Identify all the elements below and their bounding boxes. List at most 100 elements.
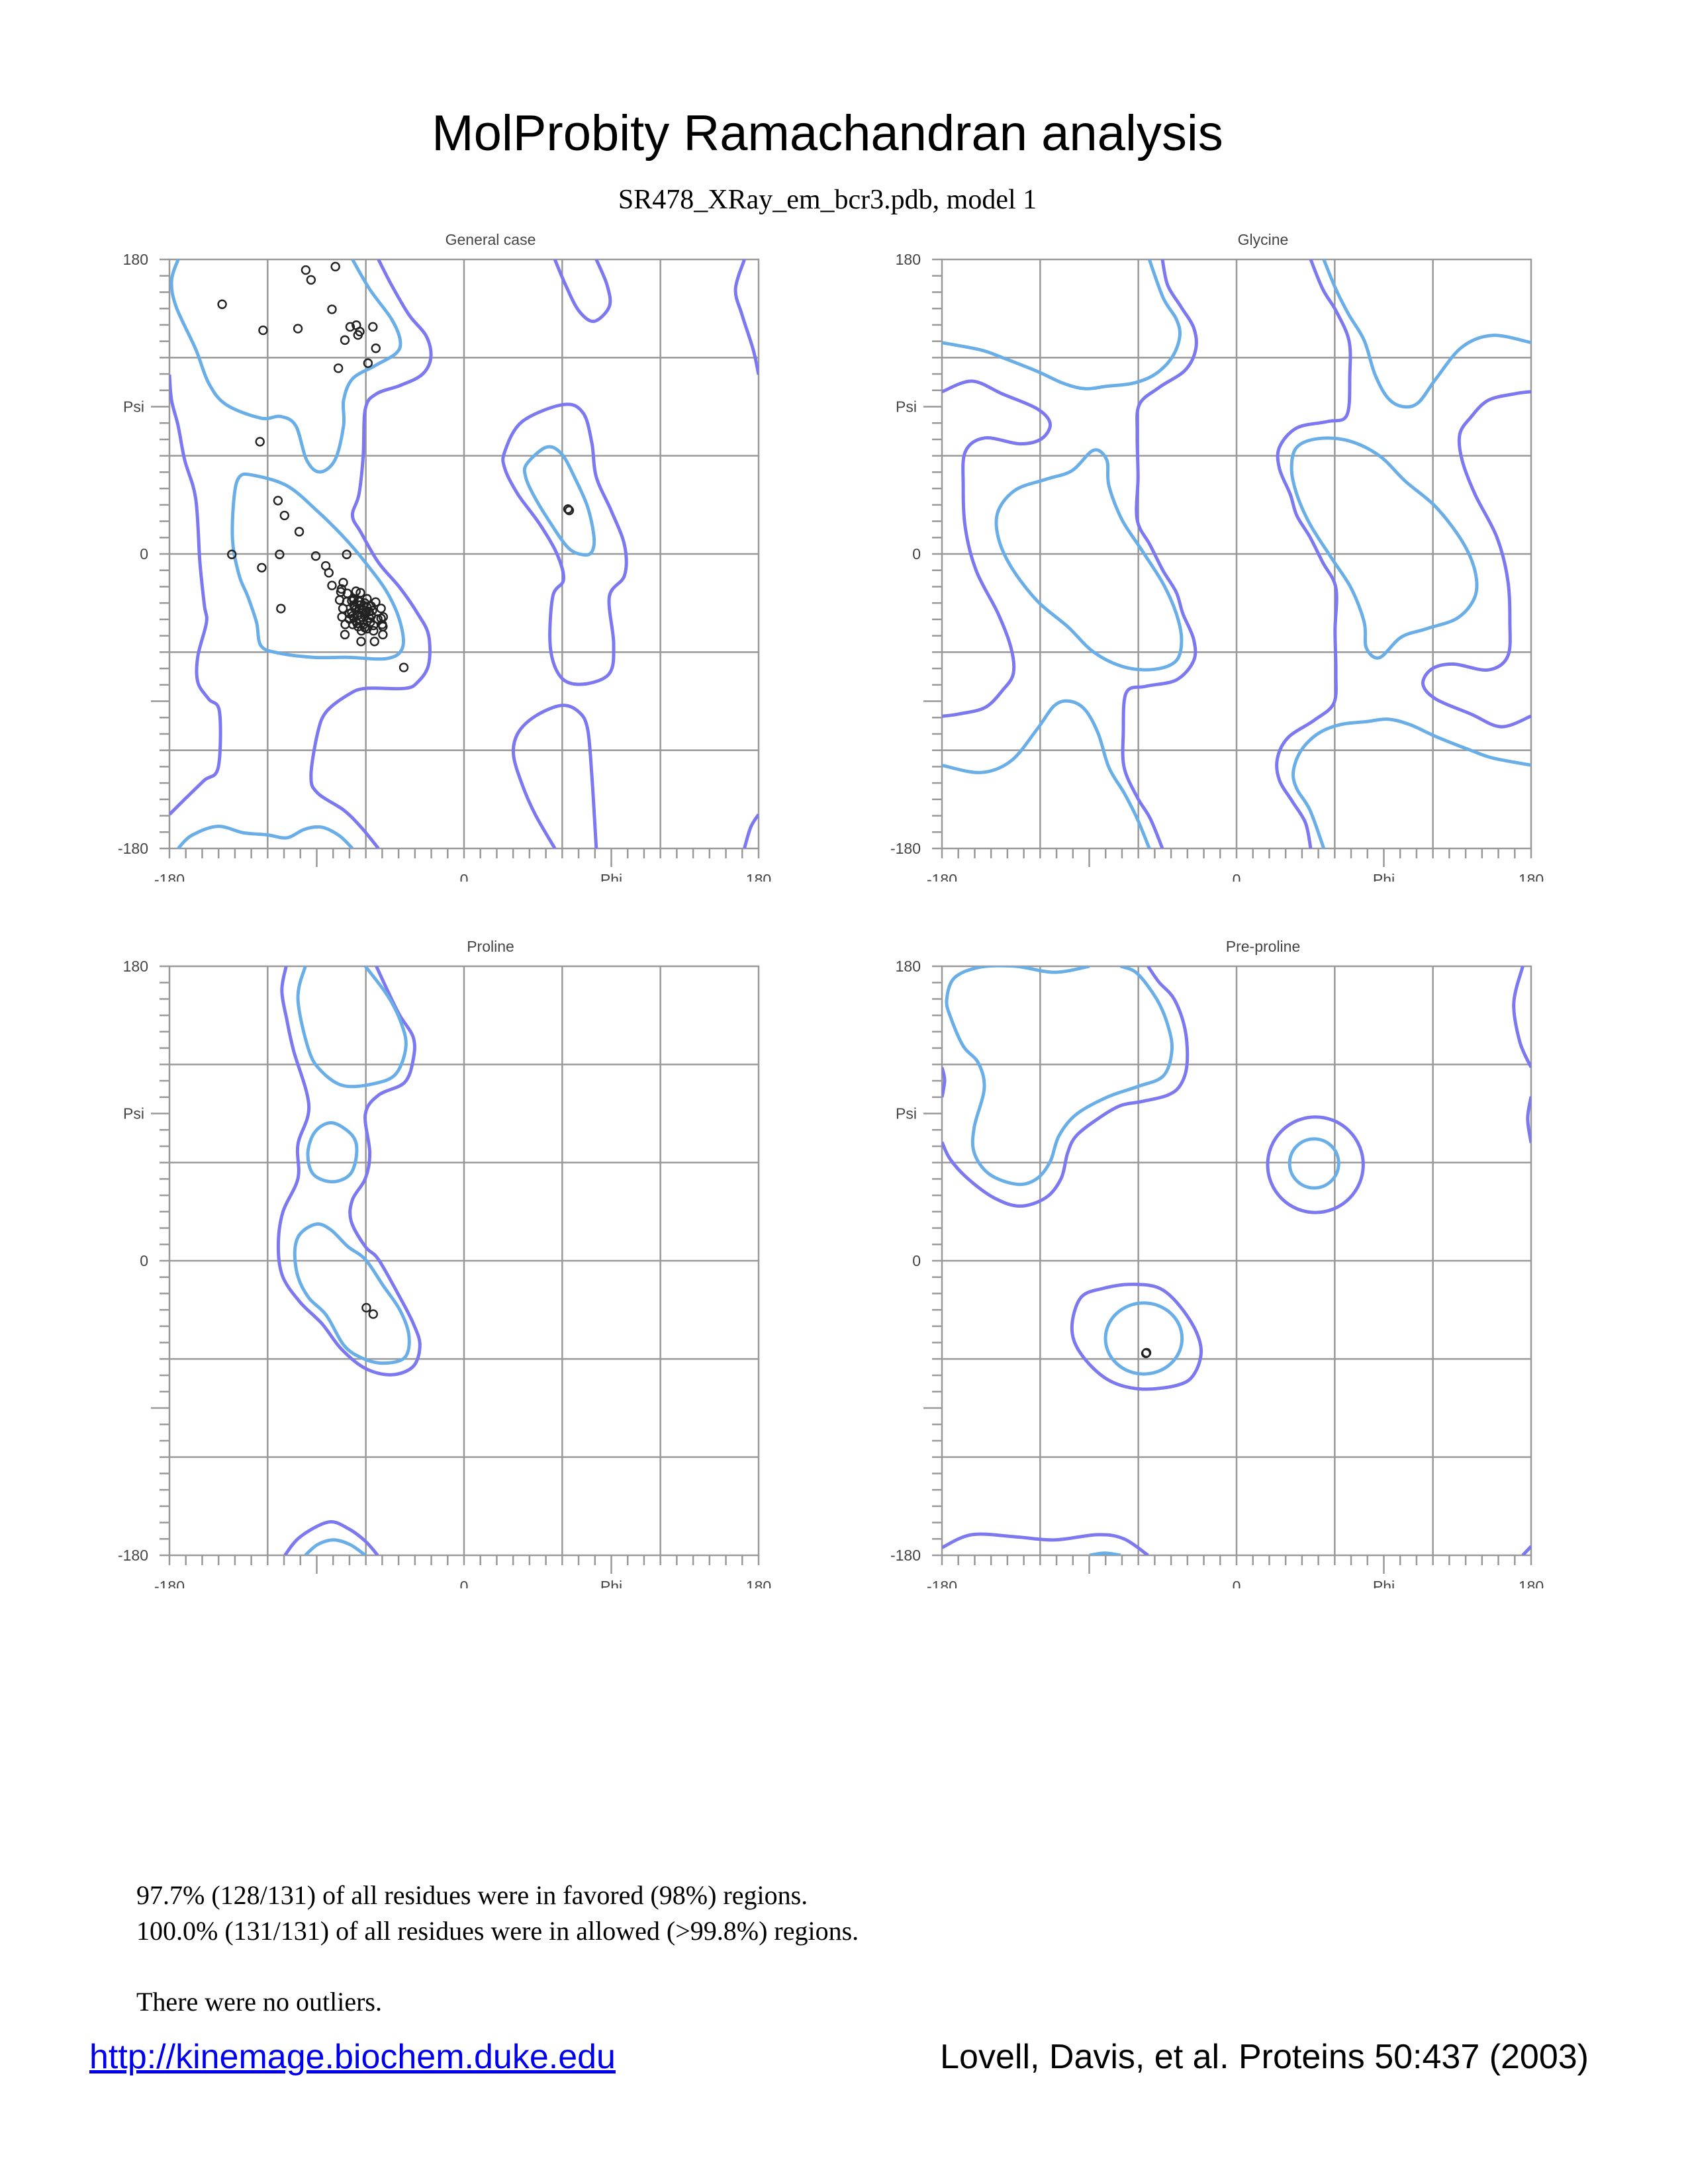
residue-point xyxy=(354,604,364,614)
allowed-contour xyxy=(942,1067,947,1098)
allowed-contour xyxy=(1512,966,1531,1068)
favored-contour xyxy=(1288,1137,1340,1190)
residue-point xyxy=(368,322,378,332)
residue-point xyxy=(353,330,363,340)
y-tick-label: 0 xyxy=(140,545,148,563)
residue-point xyxy=(301,265,311,275)
allowed-contour xyxy=(942,379,1052,718)
allowed-contour xyxy=(309,259,433,848)
x-tick-label: 180 xyxy=(746,871,771,882)
residue-point xyxy=(258,325,268,336)
residue-point xyxy=(324,568,334,578)
allowed-contour xyxy=(283,1520,379,1555)
residue-point xyxy=(276,604,286,614)
favored-contour xyxy=(1103,1301,1184,1376)
residue-point xyxy=(378,629,388,640)
x-tick-label: 0 xyxy=(1233,871,1241,882)
allowed-contour xyxy=(1070,1283,1203,1391)
residue-point xyxy=(342,549,352,559)
favored-contour xyxy=(1322,259,1531,409)
residue-point xyxy=(371,343,381,353)
favored-contour xyxy=(306,1121,359,1184)
favored-contour xyxy=(304,1538,367,1555)
kinemage-link[interactable]: http://kinemage.biochem.duke.edu xyxy=(89,2038,616,2076)
y-tick-label: -180 xyxy=(118,840,148,857)
y-tick-label: 0 xyxy=(140,1252,148,1269)
x-axis-label: Phi xyxy=(600,871,622,882)
contour-group xyxy=(276,966,422,1555)
plot-svg: Pre-proline -180 0 180 180 0 -180 Phi Psi xyxy=(890,938,1544,1588)
panel-title: General case xyxy=(445,231,536,248)
allowed-contour xyxy=(276,966,422,1377)
residue-point xyxy=(294,527,305,537)
residue-point xyxy=(273,496,283,506)
favored-contour xyxy=(177,825,354,848)
panel-title: Glycine xyxy=(1238,231,1289,248)
y-axis-label: Psi xyxy=(123,1105,144,1122)
residue-point xyxy=(306,275,316,285)
residue-point xyxy=(217,299,227,309)
residue-point xyxy=(368,1309,378,1319)
residue-point xyxy=(376,604,386,614)
favored-contour xyxy=(230,472,405,661)
y-tick-label: 180 xyxy=(123,251,148,268)
favored-contour xyxy=(942,259,1182,390)
plot-svg: General case -180 0 180 180 0 -180 Phi Psi xyxy=(118,231,771,882)
chart-glycine: Glycine -180 0 180 180 0 -180 Phi Psi xyxy=(869,213,1544,882)
favored-contour xyxy=(942,699,1151,848)
y-tick-label: -180 xyxy=(118,1547,148,1564)
y-tick-label: -180 xyxy=(890,1547,921,1564)
y-tick-label: 180 xyxy=(123,958,148,975)
favored-contour xyxy=(522,445,596,557)
panel-title: Pre-proline xyxy=(1226,938,1301,955)
residue-point xyxy=(340,629,350,640)
residue-point xyxy=(310,551,321,561)
x-tick-label: 0 xyxy=(460,1578,469,1588)
residue-point xyxy=(1141,1347,1152,1358)
contour-group xyxy=(942,966,1531,1555)
allowed-contour xyxy=(733,259,759,375)
favored-contour xyxy=(296,966,408,1089)
x-tick-label: 180 xyxy=(746,1578,771,1588)
residue-point xyxy=(340,335,350,345)
residue-point xyxy=(363,358,373,368)
x-tick-label: -180 xyxy=(927,871,957,882)
x-tick-label: 0 xyxy=(460,871,469,882)
residue-point xyxy=(369,637,379,647)
residue-point xyxy=(564,506,575,516)
allowed-contour xyxy=(743,813,759,848)
allowed-contour xyxy=(1421,390,1531,729)
stats-allowed: 100.0% (131/131) of all residues were in… xyxy=(136,1916,859,1946)
allowed-contour xyxy=(169,374,222,816)
stats-favored: 97.7% (128/131) of all residues were in … xyxy=(136,1880,808,1910)
y-tick-label: 0 xyxy=(912,1252,921,1269)
residue-point xyxy=(351,616,361,626)
allowed-contour xyxy=(1266,1115,1365,1214)
residue-point xyxy=(345,322,355,332)
y-tick-label: 180 xyxy=(896,958,921,975)
allowed-contour xyxy=(1121,259,1198,848)
residue-point xyxy=(399,662,409,672)
y-tick-label: 180 xyxy=(896,251,921,268)
allowed-contour xyxy=(942,966,1190,1208)
x-tick-label: -180 xyxy=(154,1578,185,1588)
residue-point xyxy=(333,363,344,373)
allowed-contour xyxy=(1275,259,1352,848)
x-tick-label: -180 xyxy=(927,1578,957,1588)
panel-title: Proline xyxy=(467,938,514,955)
residue-point xyxy=(337,612,347,622)
x-tick-label: -180 xyxy=(154,871,185,882)
allowed-contour xyxy=(942,1532,1149,1555)
x-tick-label: 180 xyxy=(1519,1578,1544,1588)
residue-point xyxy=(226,549,237,559)
contour-group xyxy=(169,259,759,848)
stats-outliers: There were no outliers. xyxy=(136,1987,382,2017)
x-axis-label: Phi xyxy=(1373,871,1395,882)
chart-proline: Proline -180 0 180 180 0 -180 Phi Psi xyxy=(97,920,772,1588)
residue-point xyxy=(361,1302,371,1313)
favored-contour xyxy=(994,448,1184,672)
x-tick-label: 0 xyxy=(1233,1578,1241,1588)
allowed-contour xyxy=(511,704,598,848)
favored-contour xyxy=(1089,1551,1121,1555)
residue-point xyxy=(355,596,365,607)
